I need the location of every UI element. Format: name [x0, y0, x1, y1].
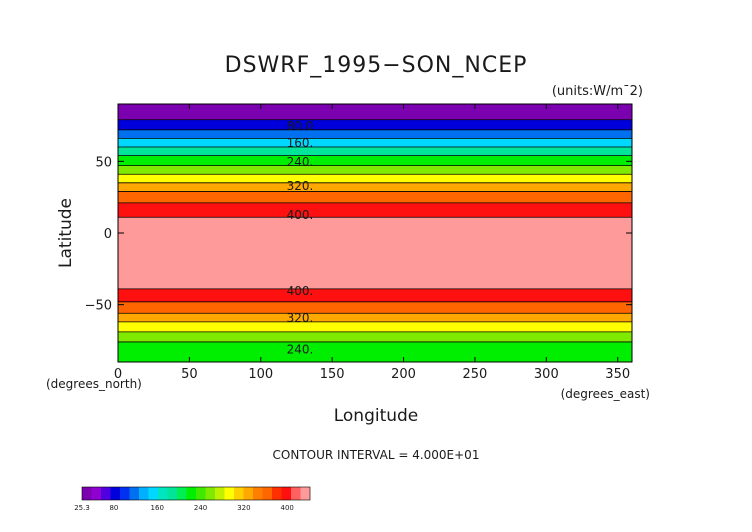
x-tick-label-7: 350: [605, 367, 630, 382]
colorbar-cell-18: [253, 487, 263, 500]
colorbar-cell-8: [158, 487, 168, 500]
x-tick-label-6: 300: [534, 367, 559, 382]
colorbar-frame: [81, 486, 311, 501]
x-tick-label-1: 50: [181, 367, 198, 382]
band-4: [118, 147, 632, 156]
band-17: [118, 341, 632, 362]
x-axis-unit: (degrees_east): [561, 387, 650, 401]
colorbar-cell-17: [243, 487, 254, 500]
colorbar-label-5: 400: [281, 504, 294, 512]
band-3: [118, 138, 632, 147]
colorbar-label-2: 160: [151, 504, 164, 512]
band-11: [118, 217, 632, 289]
colorbar-cell-15: [224, 487, 235, 500]
band-7: [118, 174, 632, 183]
colorbar-cell-1: [91, 487, 102, 500]
colorbar-cell-21: [281, 487, 292, 500]
contour-label-5: 400.: [287, 284, 314, 298]
contour-label-0: 80.0: [287, 119, 314, 133]
colorbar-cell-10: [177, 487, 187, 500]
y-tick-label-0: 50: [95, 155, 112, 170]
x-tick-label-5: 250: [463, 367, 488, 382]
colorbar-label-0: 25.3: [74, 504, 90, 512]
y-axis-ticks: 50 0 −50: [85, 155, 632, 314]
colorbar-label-1: 80: [109, 504, 118, 512]
colorbar-cell-6: [139, 487, 149, 500]
colorbar-labels: 25.3 80 160 240 320 400: [74, 504, 294, 512]
y-tick-label-2: −50: [85, 299, 112, 314]
band-1: [118, 119, 632, 130]
colorbar-cell-2: [101, 487, 111, 500]
colorbar-cell-9: [167, 487, 178, 500]
x-tick-label-0: 0: [114, 367, 122, 382]
contour-label-6: 320.: [287, 311, 314, 325]
contour-lines: [118, 119, 632, 343]
band-8: [118, 182, 632, 192]
contour-interval-note: CONTOUR INTERVAL = 4.000E+01: [273, 448, 480, 462]
band-14: [118, 313, 632, 322]
contour-label-7: 240.: [287, 343, 314, 357]
colorbar-cell-4: [120, 487, 130, 500]
colorbar-label-4: 320: [237, 504, 250, 512]
colorbar-cell-13: [205, 487, 216, 500]
band-0: [118, 104, 632, 120]
contour-labels: 80.0 160. 240. 320. 400. 400. 320. 240.: [287, 119, 314, 357]
units-label: (units:W/m¯2): [552, 84, 643, 99]
x-axis-label: Longitude: [334, 406, 419, 426]
x-tick-label-4: 200: [391, 367, 416, 382]
colorbar-cell-7: [148, 487, 159, 500]
chart-title: DSWRF_1995−SON_NCEP: [225, 53, 528, 78]
contour-label-1: 160.: [287, 136, 314, 150]
band-6: [118, 165, 632, 175]
colorbar-cell-0: [82, 487, 92, 500]
x-tick-label-3: 150: [320, 367, 345, 382]
contour-bands: [118, 104, 632, 362]
contour-label-4: 400.: [287, 208, 314, 222]
colorbar-cell-11: [186, 487, 197, 500]
band-9: [118, 191, 632, 203]
colorbar-cell-3: [110, 487, 121, 500]
colorbar-cell-22: [291, 487, 301, 500]
colorbar-cell-23: [300, 487, 311, 500]
colorbar-cell-5: [129, 487, 140, 500]
y-axis-unit: (degrees_north): [46, 377, 142, 391]
band-15: [118, 321, 632, 332]
band-16: [118, 331, 632, 342]
band-13: [118, 301, 632, 314]
colorbar-cell-12: [196, 487, 206, 500]
colorbar-cell-20: [272, 487, 282, 500]
band-12: [118, 288, 632, 302]
contour-label-2: 240.: [287, 155, 314, 169]
x-tick-label-2: 100: [248, 367, 273, 382]
band-2: [118, 129, 632, 139]
colorbar-label-3: 240: [194, 504, 207, 512]
contour-label-3: 320.: [287, 179, 314, 193]
colorbar-cell-14: [215, 487, 225, 500]
y-tick-label-1: 0: [104, 227, 112, 242]
band-5: [118, 155, 632, 166]
y-axis-label: Latitude: [56, 198, 76, 268]
colorbar-cell-16: [234, 487, 244, 500]
band-10: [118, 202, 632, 218]
colorbar: [81, 486, 311, 501]
colorbar-cell-19: [262, 487, 273, 500]
x-axis-ticks: 0 50 100 150 200 250 300 350: [114, 104, 630, 382]
